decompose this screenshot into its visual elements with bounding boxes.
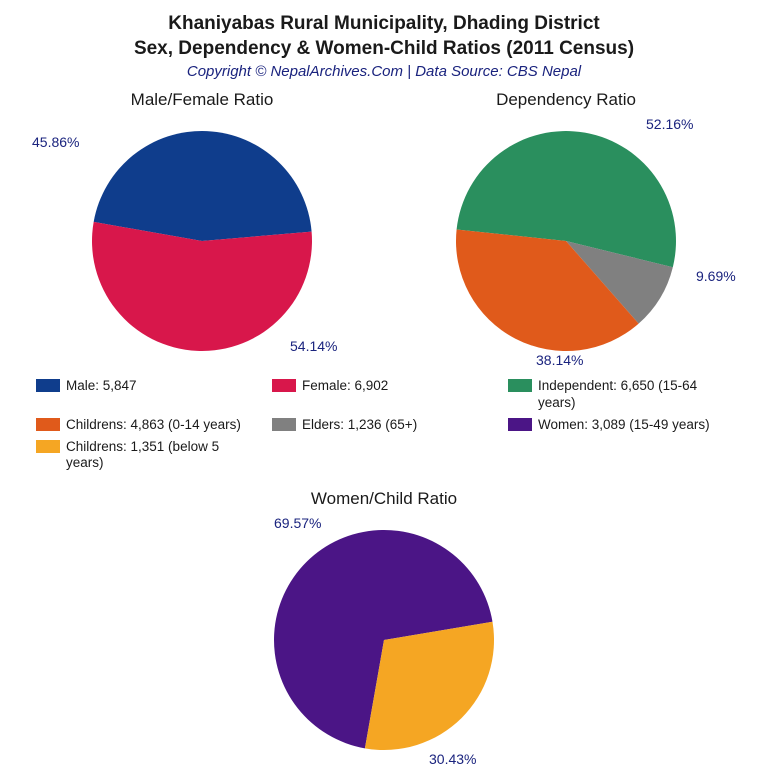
bottom-chart-row: Women/Child Ratio 69.57% 30.43%: [0, 489, 768, 765]
legend-swatch: [36, 379, 60, 392]
title-block: Khaniyabas Rural Municipality, Dhading D…: [0, 0, 768, 80]
legend-swatch: [36, 440, 60, 453]
legend-swatch: [508, 379, 532, 392]
legend-item: Independent: 6,650 (15-64 years): [508, 378, 732, 410]
pie-slice-label: 54.14%: [290, 338, 337, 354]
legend-label: Childrens: 1,351 (below 5 years): [66, 439, 260, 471]
women-child-pie: 69.57% 30.43%: [204, 515, 564, 765]
pie-slice-label: 45.86%: [32, 134, 79, 150]
women-child-chart: Women/Child Ratio 69.57% 30.43%: [204, 489, 564, 765]
subtitle: Copyright © NepalArchives.Com | Data Sou…: [0, 63, 768, 80]
pie-slice: [92, 222, 312, 351]
sex-ratio-title: Male/Female Ratio: [22, 90, 382, 110]
legend-item: Childrens: 1,351 (below 5 years): [36, 439, 260, 471]
pie-slice: [94, 131, 312, 241]
title-line1: Khaniyabas Rural Municipality, Dhading D…: [0, 12, 768, 37]
legend-item: Women: 3,089 (15-49 years): [508, 417, 732, 433]
pie-slice-label: 30.43%: [429, 751, 476, 767]
pie-slice-label: 9.69%: [696, 268, 736, 284]
legend-swatch: [272, 418, 296, 431]
legend-item: Childrens: 4,863 (0-14 years): [36, 417, 260, 433]
title-line2: Sex, Dependency & Women-Child Ratios (20…: [0, 37, 768, 62]
pie-slice-label: 69.57%: [274, 515, 321, 531]
legend-item: Elders: 1,236 (65+): [272, 417, 496, 433]
legend-swatch: [272, 379, 296, 392]
legend-item: Female: 6,902: [272, 378, 496, 410]
dependency-ratio-chart: Dependency Ratio 52.16% 9.69% 38.14%: [386, 90, 746, 366]
pie-slice-label: 38.14%: [536, 352, 583, 368]
top-charts-row: Male/Female Ratio 45.86% 54.14% Dependenc…: [0, 90, 768, 366]
dependency-ratio-pie: 52.16% 9.69% 38.14%: [386, 116, 746, 366]
legend-label: Women: 3,089 (15-49 years): [538, 417, 710, 433]
legend: Male: 5,847 Female: 6,902 Independent: 6,6…: [36, 378, 732, 471]
sex-ratio-chart: Male/Female Ratio 45.86% 54.14%: [22, 90, 382, 366]
legend-swatch: [508, 418, 532, 431]
sex-ratio-pie: 45.86% 54.14%: [22, 116, 382, 366]
pie-slice: [365, 622, 494, 750]
legend-swatch: [36, 418, 60, 431]
legend-label: Childrens: 4,863 (0-14 years): [66, 417, 241, 433]
legend-label: Independent: 6,650 (15-64 years): [538, 378, 732, 410]
legend-label: Male: 5,847: [66, 378, 137, 394]
legend-label: Elders: 1,236 (65+): [302, 417, 417, 433]
legend-item: Male: 5,847: [36, 378, 260, 410]
women-child-title: Women/Child Ratio: [204, 489, 564, 509]
pie-slice-label: 52.16%: [646, 116, 693, 132]
legend-label: Female: 6,902: [302, 378, 388, 394]
dependency-ratio-title: Dependency Ratio: [386, 90, 746, 110]
